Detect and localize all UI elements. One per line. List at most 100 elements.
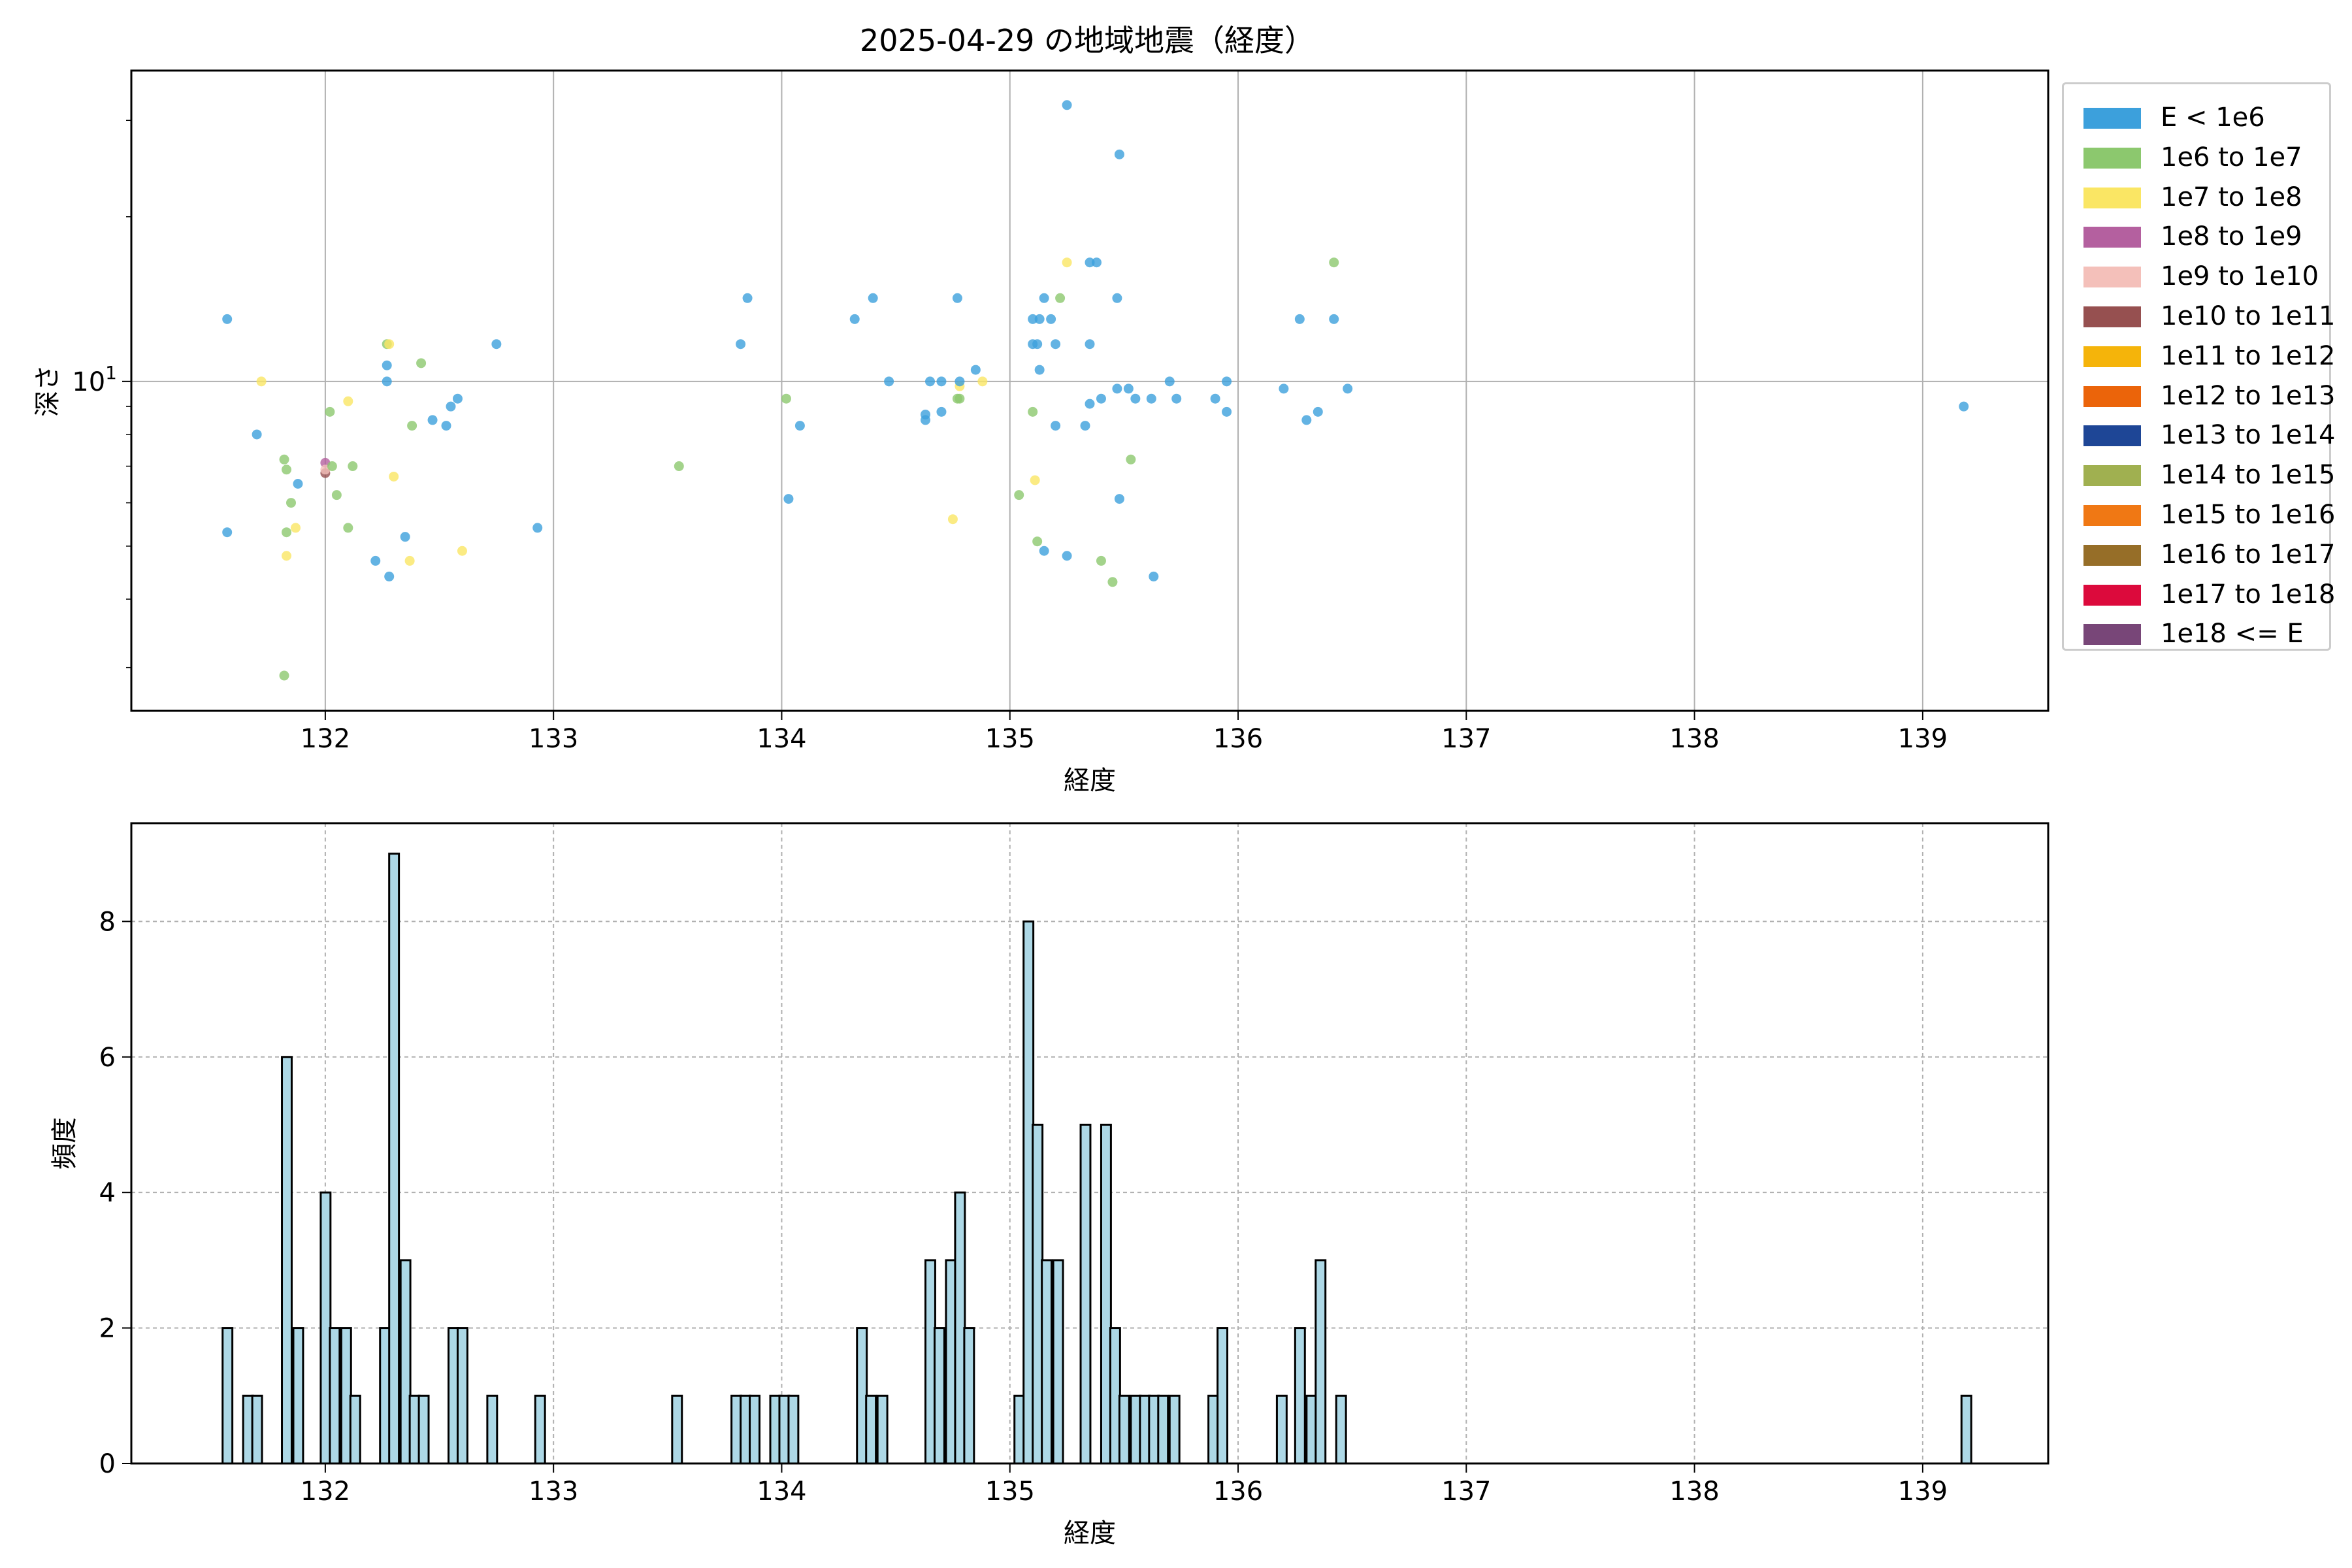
legend-swatch xyxy=(2083,584,2141,606)
scatter-point xyxy=(222,314,233,324)
scatter-point xyxy=(286,498,296,508)
scatter-point xyxy=(1114,494,1124,504)
scatter-point xyxy=(256,376,267,387)
scatter-point xyxy=(1149,571,1159,581)
scatter-point xyxy=(382,360,392,370)
scatter-point xyxy=(1114,149,1124,159)
scatter-point xyxy=(868,293,878,303)
scatter-point xyxy=(1294,314,1305,324)
histogram-bar xyxy=(1168,1394,1181,1465)
histogram-ylabel: 頻度 xyxy=(50,1117,80,1169)
histogram-bar xyxy=(1335,1394,1347,1465)
histogram-ytick-label: 6 xyxy=(99,1043,116,1073)
scatter-point xyxy=(404,555,415,566)
scatter-point xyxy=(921,415,931,425)
histogram-bar xyxy=(671,1394,683,1465)
histogram-xtick-label: 138 xyxy=(1669,1477,1719,1507)
histogram-bar xyxy=(1079,1123,1092,1465)
histogram-xtick-label: 137 xyxy=(1441,1477,1491,1507)
histogram-bar xyxy=(1960,1394,1972,1465)
legend-item: 1e12 to 1e13 xyxy=(2076,377,2336,414)
scatter-point xyxy=(1034,314,1045,324)
legend-item: 1e15 to 1e16 xyxy=(2076,496,2336,532)
histogram-bar xyxy=(329,1327,341,1465)
legend-item: E < 1e6 xyxy=(2076,99,2330,135)
scatter-point xyxy=(794,421,805,431)
scatter-point xyxy=(389,471,399,482)
histogram-ytick-label: 8 xyxy=(99,907,116,937)
scatter-point xyxy=(1046,314,1056,324)
histogram-bar xyxy=(865,1394,877,1465)
histogram-bar xyxy=(876,1394,889,1465)
histogram-xtick-label: 133 xyxy=(529,1477,578,1507)
scatter-point xyxy=(1055,293,1066,303)
legend-swatch xyxy=(2083,227,2141,248)
legend-item: 1e8 to 1e9 xyxy=(2076,218,2330,254)
scatter-point xyxy=(1959,401,1969,412)
scatter-point xyxy=(452,393,463,404)
scatter-point xyxy=(1039,293,1049,303)
scatter-point xyxy=(674,461,684,472)
histogram-bar xyxy=(456,1327,468,1465)
histogram-xtick-label: 136 xyxy=(1213,1477,1263,1507)
scatter-ticks: 132 133 134 135 136 137 138 139 101 xyxy=(72,120,1948,754)
scatter-point xyxy=(1146,393,1156,404)
scatter-point xyxy=(1112,384,1122,394)
histogram-bar xyxy=(749,1394,760,1465)
scatter-point xyxy=(1112,293,1122,303)
chart-title: 2025-04-29 の地域地震（経度） xyxy=(860,23,1315,58)
legend-swatch xyxy=(2083,108,2141,129)
legend-swatch xyxy=(2083,147,2141,169)
scatter-point xyxy=(290,523,301,533)
histogram-bar xyxy=(1118,1394,1130,1465)
legend-label: 1e13 to 1e14 xyxy=(2161,420,2336,451)
scatter-ytick-label: 101 xyxy=(72,362,117,397)
histogram-bar xyxy=(292,1327,304,1465)
histogram-panel: 132 133 134 135 136 137 138 139 0 2 4 6 8 経度 頻度 xyxy=(50,822,2050,1548)
legend-label: 1e8 to 1e9 xyxy=(2161,221,2302,252)
scatter-point xyxy=(343,396,353,406)
histogram-bar xyxy=(1157,1394,1169,1465)
scatter-point xyxy=(427,415,438,425)
histogram-bar xyxy=(1275,1394,1288,1465)
scatter-point xyxy=(1039,546,1049,556)
scatter-point xyxy=(849,314,860,324)
scatter-point xyxy=(1051,339,1061,350)
scatter-point xyxy=(384,339,395,350)
legend-swatch xyxy=(2083,187,2141,208)
histogram-bar xyxy=(1294,1327,1306,1465)
histogram-bar xyxy=(1052,1259,1064,1465)
histogram-ytick-label: 2 xyxy=(99,1314,116,1344)
legend-label: 1e16 to 1e17 xyxy=(2161,539,2336,570)
scatter-point xyxy=(327,461,337,472)
scatter-point xyxy=(446,401,456,412)
scatter-point xyxy=(293,478,303,489)
scatter-point xyxy=(1096,555,1106,566)
scatter-point xyxy=(457,546,467,556)
scatter-point xyxy=(936,406,947,417)
scatter-point xyxy=(1279,384,1289,394)
scatter-point xyxy=(781,393,791,404)
scatter-point xyxy=(1210,393,1220,404)
scatter-point xyxy=(1107,577,1118,587)
histogram-bar xyxy=(486,1394,498,1465)
scatter-point xyxy=(252,429,262,440)
scatter-point xyxy=(977,376,988,387)
scatter-point xyxy=(348,461,358,472)
scatter-point xyxy=(1130,393,1141,404)
scatter-point xyxy=(1313,406,1323,417)
legend-label: E < 1e6 xyxy=(2161,103,2265,133)
scatter-xtick-label: 135 xyxy=(985,724,1035,754)
scatter-point xyxy=(441,421,451,431)
scatter-point xyxy=(884,376,894,387)
legend-item: 1e9 to 1e10 xyxy=(2076,257,2330,294)
legend-swatch xyxy=(2083,624,2141,645)
legend-item: 1e18 <= E xyxy=(2076,615,2330,651)
histogram-bar xyxy=(251,1394,263,1465)
legend-swatch xyxy=(2083,465,2141,487)
scatter-point xyxy=(1126,454,1136,465)
scatter-point xyxy=(1034,365,1045,375)
histogram-xtick-label: 139 xyxy=(1898,1477,1948,1507)
scatter-point xyxy=(1085,257,1095,268)
histogram-bar xyxy=(1217,1327,1229,1465)
